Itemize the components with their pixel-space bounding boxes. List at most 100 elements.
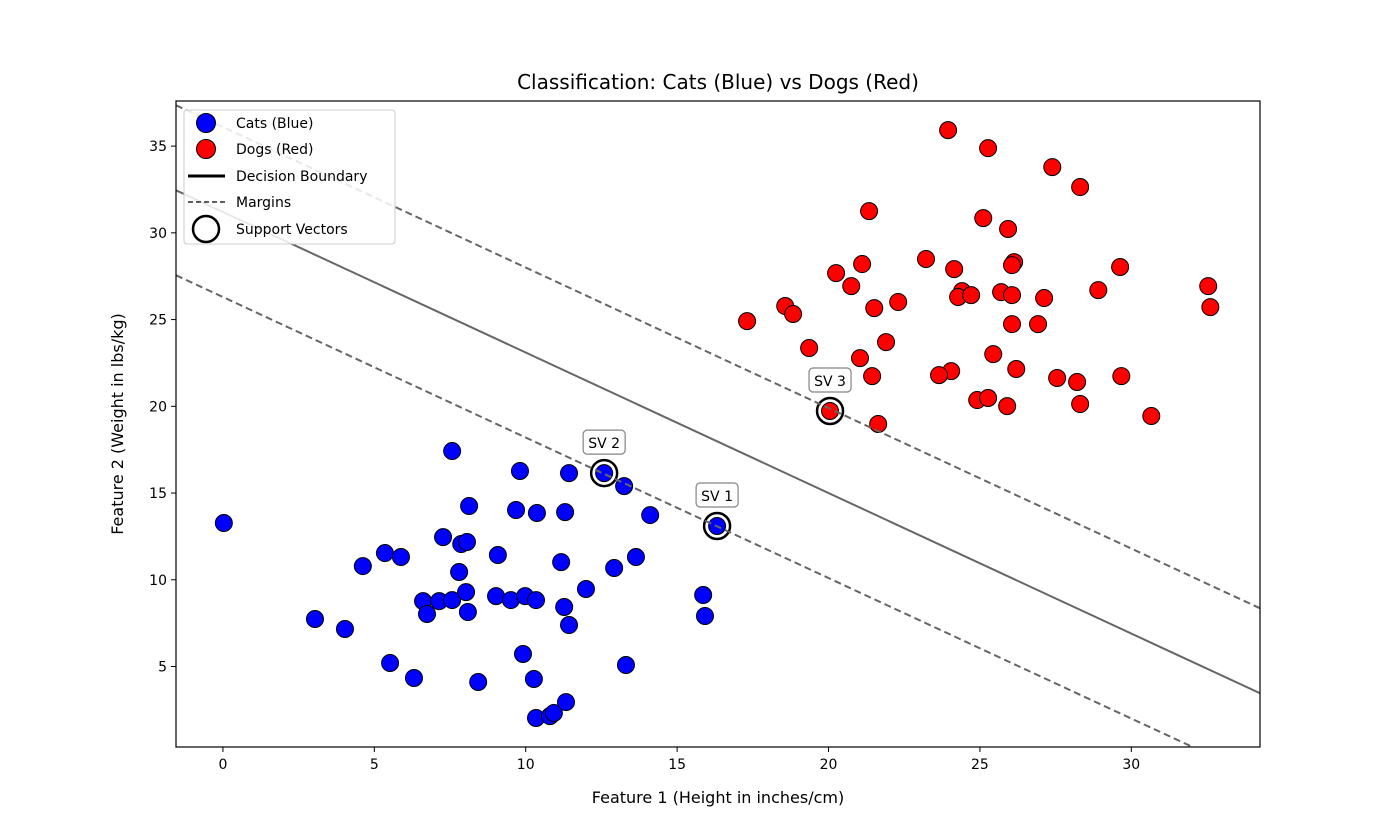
dog-point <box>1043 158 1062 177</box>
dog-point <box>1007 360 1026 379</box>
y-axis-label: Feature 2 (Weight in lbs/kg) <box>108 313 127 535</box>
cat-point <box>443 442 462 461</box>
dog-point <box>1071 178 1090 197</box>
legend-label: Dogs (Red) <box>236 142 314 158</box>
cat-point <box>510 462 529 481</box>
cat-point <box>695 607 714 626</box>
y-tick-label: 25 <box>149 313 167 329</box>
cat-point <box>626 548 645 567</box>
dog-point <box>877 333 896 352</box>
support-vector-ring <box>702 511 732 541</box>
cat-point <box>694 586 713 605</box>
dog-point <box>842 277 861 296</box>
cat-point <box>524 670 543 688</box>
cat-point <box>560 616 579 635</box>
plot-frame <box>175 100 1261 748</box>
y-tick-label: 20 <box>149 399 167 415</box>
cat-point <box>460 497 479 516</box>
dog-point <box>1035 289 1054 308</box>
legend-label: Cats (Blue) <box>236 116 314 132</box>
dog-point <box>1111 258 1130 277</box>
cat-point <box>391 548 410 567</box>
x-axis-label: Feature 1 (Height in inches/cm) <box>592 788 844 807</box>
legend-cat-marker <box>196 113 216 133</box>
cat-point <box>404 668 423 687</box>
dog-point <box>998 397 1017 416</box>
dog-point <box>1003 256 1022 275</box>
cat-point <box>457 532 476 551</box>
y-tick-label: 15 <box>149 486 167 502</box>
legend-label: Support Vectors <box>236 222 348 238</box>
x-tick-label: 15 <box>668 757 686 773</box>
x-tick-label: 10 <box>517 757 535 773</box>
dog-point <box>738 312 757 331</box>
dog-point <box>1089 281 1108 300</box>
legend-label: Decision Boundary <box>236 169 367 185</box>
support-vector-label: SV 2 <box>588 436 620 452</box>
cat-point <box>544 704 563 722</box>
dog-point <box>863 367 882 386</box>
support-vector-label-box <box>582 429 626 455</box>
support-vector-ring <box>589 458 619 488</box>
dog-point <box>784 305 803 324</box>
dog-point <box>917 250 936 269</box>
cat-point <box>641 506 660 525</box>
cat-point <box>450 562 469 581</box>
dog-point <box>979 139 998 158</box>
support-vector-label: SV 1 <box>701 489 733 505</box>
cat-point <box>507 501 526 520</box>
cat-point <box>514 645 533 664</box>
cat-point <box>434 528 453 547</box>
dog-point <box>889 293 908 312</box>
cat-point <box>556 693 575 712</box>
support-vector-ring <box>815 396 845 426</box>
dog-point <box>1112 367 1131 386</box>
cat-point <box>527 503 546 522</box>
dog-point <box>962 286 981 305</box>
cat-point <box>418 604 437 623</box>
cat-point <box>556 503 575 522</box>
cat-point <box>443 591 462 610</box>
legend-label: Margins <box>236 195 291 211</box>
cat-point <box>488 545 507 564</box>
cat-point <box>457 583 476 602</box>
dog-point <box>865 299 884 318</box>
legend-support-vector-marker <box>191 214 221 244</box>
dog-point <box>930 366 949 385</box>
dog-point <box>1142 407 1161 426</box>
cat-point <box>469 672 488 691</box>
cat-point <box>353 557 372 576</box>
support-vector-label: SV 3 <box>814 374 846 390</box>
x-tick-label: 25 <box>971 757 989 773</box>
legend: Cats (Blue) Dogs (Red) Decision Boundary Ma… <box>183 109 396 245</box>
legend-box <box>183 109 396 245</box>
dog-point <box>1071 395 1090 414</box>
x-tick-label: 20 <box>820 757 838 773</box>
cat-point <box>381 654 400 673</box>
cat-point <box>527 591 546 610</box>
y-tick-label: 5 <box>158 660 167 676</box>
x-tick-label: 5 <box>370 757 379 773</box>
cat-point <box>595 464 614 483</box>
cat-point <box>335 620 354 639</box>
chart-title: Classification: Cats (Blue) vs Dogs (Red… <box>517 70 919 94</box>
dog-point <box>1029 315 1048 334</box>
x-tick-label: 30 <box>1122 757 1140 773</box>
dog-point <box>853 255 872 274</box>
dog-point <box>1003 286 1022 305</box>
x-tick-label: 0 <box>218 757 227 773</box>
margin-line <box>176 274 1195 747</box>
cat-point <box>605 558 624 577</box>
decision-boundary-line <box>176 189 1260 695</box>
cat-point <box>305 609 324 628</box>
y-tick-label: 35 <box>149 139 167 155</box>
dog-point <box>974 209 993 228</box>
cat-point <box>375 544 394 563</box>
support-vector-label-box <box>808 367 852 393</box>
dog-point <box>945 260 964 279</box>
dog-point <box>869 415 888 433</box>
support-vector-label-box <box>695 482 739 508</box>
dog-point <box>979 388 998 407</box>
dog-point <box>851 349 870 368</box>
